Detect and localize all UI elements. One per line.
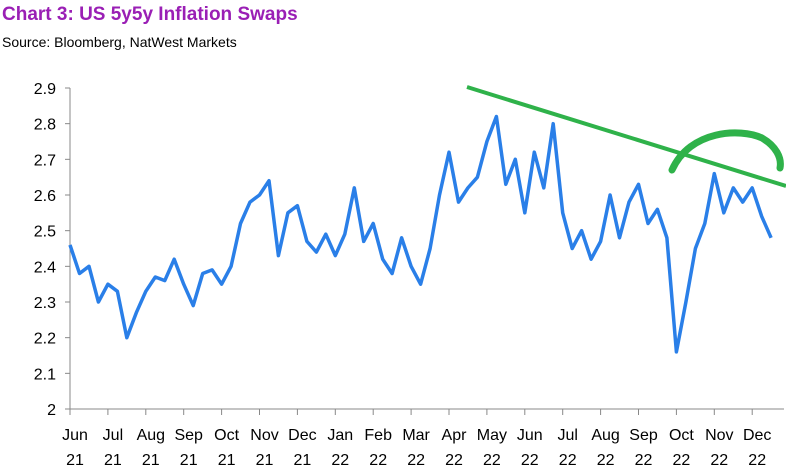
y-tick-label: 2.2	[34, 331, 56, 348]
x-tick-label: Sep	[174, 427, 203, 444]
x-tick-label: Mar	[402, 427, 430, 444]
x-tick-label: Aug	[591, 427, 619, 444]
x-tick-label: Oct	[214, 427, 239, 444]
x-tick-label: Oct	[669, 427, 694, 444]
y-tick-label: 2.5	[34, 224, 56, 241]
x-tick-label: Jul	[103, 427, 123, 444]
x-tick-label: 22	[559, 452, 577, 469]
chart-subtitle: Source: Bloomberg, NatWest Markets	[2, 34, 237, 50]
x-tick-label: 21	[256, 452, 274, 469]
x-tick-label: Jul	[557, 427, 577, 444]
x-tick-label: Jun	[62, 427, 88, 444]
x-tick-label: 22	[673, 452, 691, 469]
x-tick-label: 21	[66, 452, 84, 469]
x-tick-label: 21	[142, 452, 160, 469]
x-tick-label: 22	[521, 452, 539, 469]
x-tick-label: 21	[294, 452, 312, 469]
x-tick-label: Sep	[629, 427, 658, 444]
x-tick-label: 22	[407, 452, 425, 469]
arc-annotation	[668, 129, 784, 174]
x-tick-label: Nov	[250, 427, 278, 444]
y-tick-label: 2.8	[34, 117, 56, 134]
plot-area: 2 2.1 2.2 2.3 2.4 2.5 2.6 2.7 2.8 2.9 Jun 21 Jul 21 Au…	[34, 81, 784, 469]
x-tick-label: 22	[483, 452, 501, 469]
y-tick-label: 2.9	[34, 81, 56, 98]
x-tick-label: 21	[180, 452, 198, 469]
y-tick-label: 2.3	[34, 295, 56, 312]
y-tick-label: 2.1	[34, 366, 56, 383]
x-tick-label: 22	[748, 452, 766, 469]
chart-title: Chart 3: US 5y5y Inflation Swaps	[2, 4, 298, 25]
y-tick-label: 2.4	[34, 259, 56, 276]
y-tick-label: 2.7	[34, 152, 56, 169]
x-tick-label: Apr	[442, 427, 468, 444]
x-tick-label: Aug	[137, 427, 165, 444]
x-tick-label: 22	[597, 452, 615, 469]
x-tick-label: Dec	[743, 427, 771, 444]
x-tick-label: May	[477, 427, 507, 444]
x-tick-label: 22	[369, 452, 387, 469]
data-line	[68, 114, 773, 354]
x-tick-label: Jan	[327, 427, 353, 444]
x-tick-label: 22	[445, 452, 463, 469]
x-tick-label: Jun	[517, 427, 543, 444]
x-tick-label: Nov	[705, 427, 733, 444]
trend-annotation	[466, 85, 786, 188]
y-tick-label: 2	[47, 402, 56, 419]
x-tick-label: Feb	[364, 427, 392, 444]
x-tick-label: 22	[331, 452, 349, 469]
x-tick-label: 21	[218, 452, 236, 469]
x-tick-label: 22	[635, 452, 653, 469]
y-tick-label: 2.6	[34, 188, 56, 205]
x-tick-label: 21	[104, 452, 122, 469]
x-tick-label: Dec	[288, 427, 316, 444]
x-tick-label: 22	[710, 452, 728, 469]
